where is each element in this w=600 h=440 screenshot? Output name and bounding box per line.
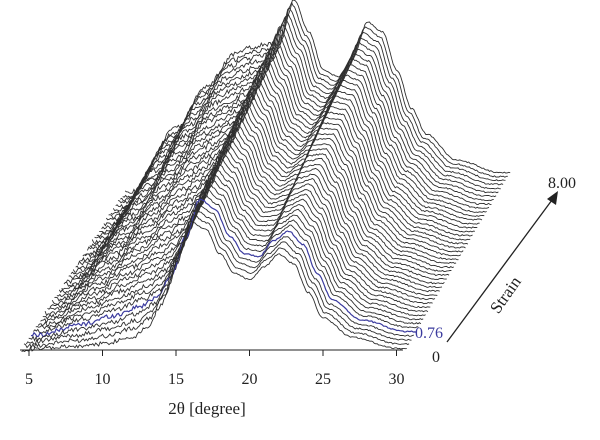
x-tick-label: 5 — [25, 371, 33, 388]
series-line — [86, 75, 473, 251]
series-line — [120, 7, 506, 202]
series-line — [75, 102, 462, 270]
series-line — [44, 166, 431, 317]
series-line — [47, 159, 433, 311]
series-line — [35, 188, 422, 330]
series-line — [49, 155, 436, 309]
series-line — [23, 212, 410, 349]
series-curves — [21, 0, 511, 353]
series-line — [115, 17, 501, 209]
series-line — [108, 33, 494, 219]
series-line — [58, 134, 445, 294]
x-tick-label: 10 — [95, 371, 111, 388]
series-line — [54, 145, 440, 302]
x-tick-label: 25 — [315, 371, 331, 388]
series-line — [25, 209, 412, 345]
series-line — [65, 120, 452, 285]
series-line — [84, 79, 471, 256]
series-line — [40, 176, 426, 324]
series-line — [72, 107, 459, 273]
strain-axis-arrowhead — [547, 191, 558, 205]
x-tick-label: 30 — [389, 371, 405, 388]
strain-max-label: 8.00 — [548, 175, 576, 192]
series-line — [99, 51, 485, 234]
x-axis-title: 2θ [degree] — [168, 399, 246, 418]
series-line — [56, 140, 443, 298]
series-line — [89, 71, 475, 248]
x-axis-ticks: 5 10 15 20 25 30 — [25, 350, 405, 388]
series-line — [94, 61, 480, 240]
series-line — [51, 151, 438, 306]
strain-highlight-label: 0.76 — [415, 325, 443, 342]
series-line — [33, 191, 419, 334]
series-line — [80, 91, 466, 263]
series-line — [21, 220, 407, 353]
series-line — [91, 67, 478, 245]
strain-axis-title: Strain — [486, 272, 525, 317]
series-line — [61, 131, 447, 290]
series-line — [42, 172, 429, 320]
series-line — [82, 87, 469, 258]
series-line — [28, 203, 414, 342]
series-line — [101, 48, 487, 230]
x-tick-label: 15 — [168, 371, 184, 388]
strain-axis-line — [446, 199, 553, 343]
x-tick-label: 20 — [242, 371, 258, 388]
series-line — [77, 97, 464, 266]
series-line — [63, 127, 450, 288]
series-line — [68, 116, 454, 280]
series-line-highlight — [30, 198, 417, 338]
series-line — [96, 57, 483, 238]
series-line — [70, 111, 457, 275]
strain-min-label: 0 — [432, 349, 440, 366]
series-line — [112, 24, 499, 212]
series-line — [37, 180, 424, 327]
